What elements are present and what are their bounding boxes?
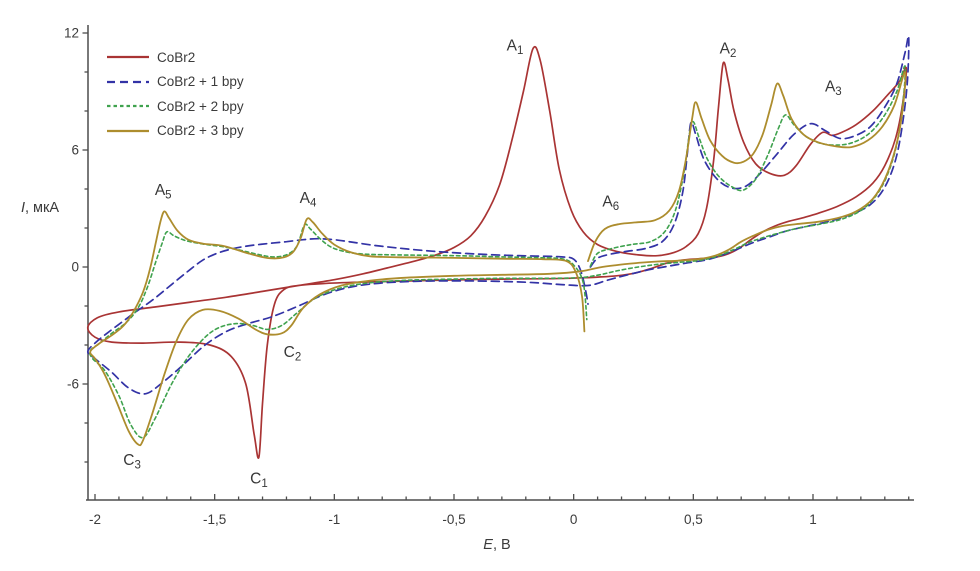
legend-line-icon xyxy=(107,105,149,108)
peak-label-a3: A3 xyxy=(825,79,842,99)
x-ticks: -2 -1,5 -1 -0,5 0 0,5 1 xyxy=(89,494,910,527)
peak-label-c2: C2 xyxy=(284,344,302,364)
legend-item: CoBr2 + 1 bpy xyxy=(106,70,244,95)
legend-item: CoBr2 + 3 bpy xyxy=(106,119,244,144)
legend-label: CoBr2 xyxy=(157,49,196,65)
x-tick-label: -2 xyxy=(89,512,101,527)
axis-titles: E, В I, мкА xyxy=(21,200,511,553)
series xyxy=(86,35,910,459)
legend: CoBr2 CoBr2 + 1 bpy CoBr2 + 2 bpy CoBr2 … xyxy=(106,45,244,143)
x-tick-label: 0 xyxy=(570,512,578,527)
y-tick-label: 6 xyxy=(71,143,79,158)
axes xyxy=(86,25,914,501)
series-cobr2-3-bpy xyxy=(89,71,907,447)
peak-label-a6: A6 xyxy=(602,194,619,214)
y-tick-label: 12 xyxy=(64,26,79,41)
legend-line-icon xyxy=(107,80,149,83)
legend-label: CoBr2 + 2 bpy xyxy=(157,98,244,114)
x-axis-title: E, В xyxy=(483,537,510,553)
x-tick-label: 1 xyxy=(809,512,817,527)
peak-label-c3: C3 xyxy=(123,452,141,472)
legend-item: CoBr2 + 2 bpy xyxy=(106,94,244,119)
legend-item: CoBr2 xyxy=(106,45,244,70)
y-tick-label: -6 xyxy=(67,377,79,392)
peak-label-a1: A1 xyxy=(507,38,524,58)
x-tick-label: -1,5 xyxy=(203,512,226,527)
legend-label: CoBr2 + 3 bpy xyxy=(157,123,244,139)
legend-line-icon xyxy=(107,56,149,59)
y-ticks: 12 6 0 -6 xyxy=(64,26,88,463)
peak-labels: A1 A2 A3 A4 A5 A6 C1 C2 C3 xyxy=(123,38,841,490)
series-cobr2-2-bpy xyxy=(88,65,907,439)
peak-label-c1: C1 xyxy=(250,471,268,491)
y-axis-title: I, мкА xyxy=(21,200,59,216)
y-tick-label: 0 xyxy=(71,260,79,275)
peak-label-a4: A4 xyxy=(300,190,317,210)
legend-line-icon xyxy=(107,129,149,132)
x-tick-label: -0,5 xyxy=(442,512,465,527)
peak-label-a5: A5 xyxy=(155,182,172,202)
legend-label: CoBr2 + 1 bpy xyxy=(157,74,244,90)
series-cobr2-1-bpy xyxy=(86,35,910,395)
peak-label-a2: A2 xyxy=(720,41,737,61)
x-tick-label: 0,5 xyxy=(684,512,703,527)
series-cobr2 xyxy=(86,45,908,459)
x-tick-label: -1 xyxy=(328,512,340,527)
